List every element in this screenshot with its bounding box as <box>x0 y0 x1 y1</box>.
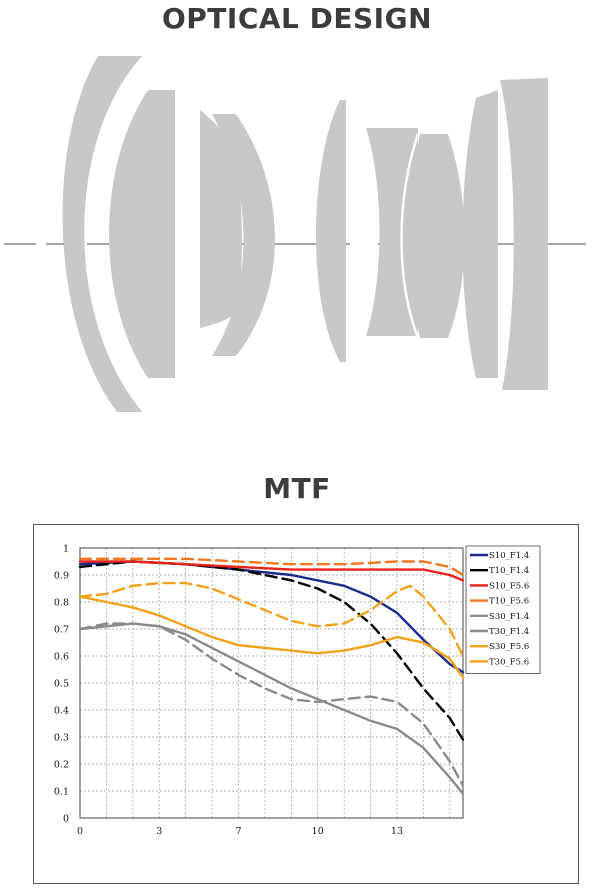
mtf-chart: 00.10.20.30.40.50.60.70.80.910 3 7 10 13 S10… <box>54 544 541 837</box>
x-tick-label: 7 <box>235 826 241 837</box>
y-tick-label: 0.6 <box>54 652 69 663</box>
chart-series <box>78 557 465 795</box>
x-tick-label: 13 <box>391 826 403 837</box>
legend-box <box>465 545 541 674</box>
chart-legend: S10_F1.4 T10_F1.4 S10_F5.6 T10_F5.6 S30_F1.4… <box>465 545 541 674</box>
lens-element-1 <box>62 56 144 412</box>
lens-element-3 <box>200 110 242 328</box>
legend-label: S10_F5.6 <box>489 581 529 591</box>
legend-label: T30_F5.6 <box>489 657 529 667</box>
lens-element-2 <box>109 90 175 378</box>
series-line-t10-f1-4 <box>78 560 465 741</box>
x-tick-label: 10 <box>312 826 324 837</box>
y-tick-label: 0.9 <box>54 571 69 582</box>
y-tick-label: 0.3 <box>54 733 69 744</box>
legend-label: S30_F5.6 <box>489 642 529 652</box>
lens-element-4 <box>212 114 275 356</box>
lens-element-10 <box>500 78 548 390</box>
y-tick-label: 0.5 <box>54 679 69 690</box>
series-line-s30-f1-4 <box>78 622 465 795</box>
mtf-chart-frame: 0 0.1 0.2 0.3 0.4 0.5 0.6 0.7 0.8 0.9 1 0 3 7 10 13 S10… <box>33 524 579 884</box>
y-tick-label: 1 <box>63 544 69 555</box>
x-tick-label: 3 <box>156 826 162 837</box>
lens-gap-2 <box>400 133 420 339</box>
lens-gap-1 <box>84 55 145 413</box>
mtf-title: MTF <box>263 472 331 505</box>
y-tick-label: 0 <box>63 814 69 825</box>
x-tick-label: 0 <box>77 826 83 837</box>
legend-label: S30_F1.4 <box>489 612 529 622</box>
optical-design-diagram <box>4 55 586 413</box>
lens-element-7 <box>389 134 418 338</box>
lens-element-5 <box>315 100 346 362</box>
y-tick-label: 0.7 <box>54 625 69 636</box>
chart-axes: 00.10.20.30.40.50.60.70.80.910 3 7 10 13 <box>54 544 464 837</box>
legend-label: T10_F5.6 <box>489 597 529 607</box>
lens-element-9 <box>462 90 498 378</box>
series-line-s10-f1-4 <box>78 560 465 674</box>
series-line-t10-f5-6 <box>78 557 465 577</box>
series-line-s10-f5-6 <box>78 560 465 582</box>
y-tick-label: 0.1 <box>54 787 69 798</box>
optical-design-title: OPTICAL DESIGN <box>161 2 433 35</box>
legend-label: T10_F1.4 <box>489 566 529 576</box>
y-tick-label: 0.4 <box>54 706 69 717</box>
series-line-t30-f5-6 <box>78 581 465 658</box>
y-tick-label: 0.8 <box>54 598 69 609</box>
y-tick-label: 0.2 <box>54 760 69 771</box>
series-line-s30-f5-6 <box>78 595 465 679</box>
legend-label: T30_F1.4 <box>489 627 529 637</box>
plot-area-border <box>79 547 464 819</box>
lens-element-8 <box>411 134 465 338</box>
legend-label: S10_F1.4 <box>489 551 529 561</box>
